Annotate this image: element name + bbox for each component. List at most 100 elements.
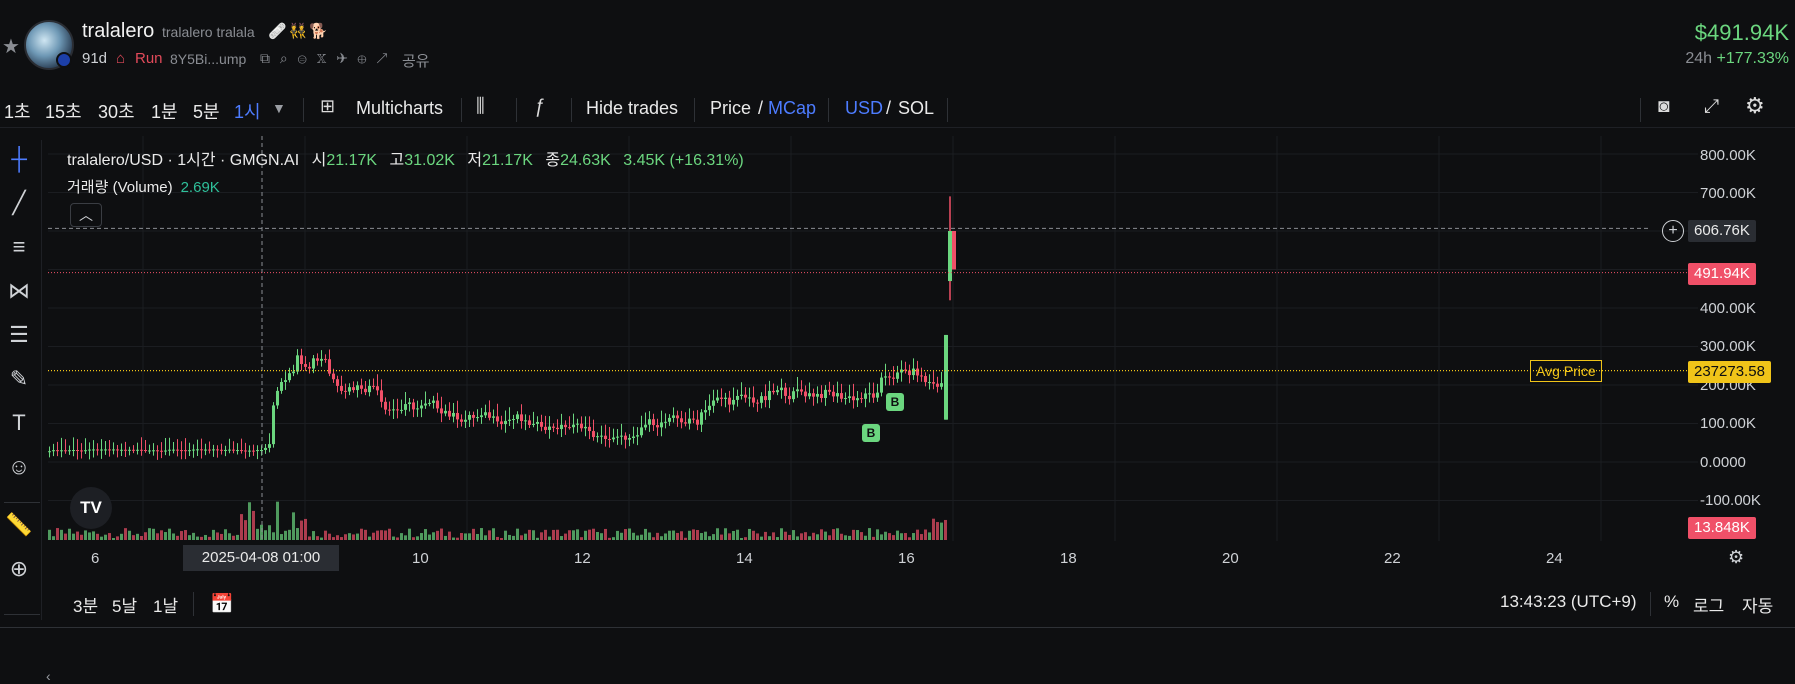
indicators-fx-icon[interactable]: ƒ	[534, 96, 545, 117]
volume-bar	[892, 535, 895, 540]
crosshair-icon[interactable]: ┼	[11, 146, 27, 171]
interval-1m[interactable]: 1분	[151, 102, 178, 122]
share-link[interactable]: 공유	[402, 53, 430, 70]
add-chart-icon[interactable]: ⊞	[320, 96, 336, 116]
fib-levels-icon[interactable]: ☰	[9, 322, 29, 347]
candle-body	[128, 449, 131, 451]
candle-body	[876, 392, 879, 398]
tradingview-logo: TV	[70, 487, 112, 529]
volume-bar	[52, 536, 55, 540]
emoji-icon[interactable]: ☺	[7, 454, 31, 479]
volume-bar	[528, 529, 531, 540]
settings-gear-icon[interactable]: ⚙	[1745, 93, 1765, 118]
candle-body	[908, 370, 911, 376]
interval-5m[interactable]: 5분	[193, 102, 220, 122]
volume-bar	[76, 531, 79, 540]
horizontal-lines-icon[interactable]: ≡	[12, 234, 26, 259]
volume-bar	[664, 533, 667, 540]
volume-bar	[468, 533, 471, 540]
mcap-toggle[interactable]: MCap	[768, 98, 817, 118]
range-1d[interactable]: 1날	[153, 597, 179, 616]
collapse-toolbar-icon[interactable]: ‹	[46, 668, 51, 684]
candle-body	[104, 449, 107, 451]
buy-marker[interactable]: B	[862, 424, 880, 442]
volume-bar	[212, 529, 215, 540]
log-toggle[interactable]: 로그	[1693, 597, 1725, 616]
hide-trades-button[interactable]: Hide trades	[586, 98, 679, 118]
volume-bar	[264, 530, 267, 540]
candle-body	[784, 387, 787, 396]
volume-bar	[480, 528, 483, 540]
candle-body	[380, 390, 383, 402]
brush-icon[interactable]: ✎	[9, 366, 29, 391]
x-tick: 6	[91, 550, 100, 567]
clock-time[interactable]: 13:43:23 (UTC+9)	[1500, 592, 1637, 611]
camera-icon[interactable]: ◙	[1658, 96, 1670, 117]
interval-dropdown-icon[interactable]: ▼	[272, 100, 286, 116]
volume-bar	[712, 534, 715, 540]
volume-bar	[508, 534, 511, 540]
candle-body	[576, 423, 579, 425]
candle-body	[612, 437, 615, 440]
interval-1s[interactable]: 1초	[4, 102, 31, 122]
candle-type-icon[interactable]: ⫼	[476, 96, 485, 117]
axis-settings-icon[interactable]: ⚙	[1728, 547, 1745, 567]
candle-body	[820, 393, 823, 399]
text-tool-icon[interactable]: T	[12, 410, 26, 435]
candle-body	[392, 409, 395, 411]
buy-marker[interactable]: B	[886, 393, 904, 411]
candle-body	[408, 402, 411, 405]
add-alert-icon[interactable]: +	[1662, 220, 1684, 242]
status-badge: Run	[135, 50, 163, 67]
range-5d[interactable]: 5날	[112, 597, 138, 616]
volume-bar	[812, 532, 815, 540]
range-3m[interactable]: 3분	[73, 597, 99, 616]
candle-body	[700, 412, 703, 425]
volume-bar	[584, 530, 587, 540]
candle-body	[136, 449, 139, 451]
token-age: 91d	[82, 50, 108, 67]
low-value: 21.17K	[482, 152, 533, 169]
volume-bar	[100, 536, 103, 540]
last-price-tag: 491.94K	[1688, 263, 1756, 285]
contract-address[interactable]: 8Y5Bi...ump	[170, 51, 247, 67]
volume-bar	[928, 532, 931, 540]
percent-toggle[interactable]: %	[1664, 592, 1680, 611]
usd-toggle[interactable]: USD	[845, 98, 884, 118]
interval-1h[interactable]: 1시	[234, 102, 261, 122]
trendline-icon[interactable]: ╱	[12, 190, 26, 215]
auto-toggle[interactable]: 자동	[1742, 597, 1774, 616]
y-tick: -100.00K	[1700, 492, 1761, 509]
price-toggle[interactable]: Price	[710, 98, 752, 118]
open-label: 시	[311, 152, 327, 169]
fullscreen-icon[interactable]: ⤢	[1704, 96, 1720, 117]
volume-bar	[96, 533, 99, 540]
volume-bar	[72, 533, 75, 540]
pattern-icon[interactable]: ⋈	[8, 278, 30, 303]
candle-body	[896, 372, 899, 379]
volume-bar	[244, 520, 247, 540]
candle-body	[712, 400, 715, 406]
candle-body	[884, 376, 887, 378]
candle-body	[524, 420, 527, 422]
candle-body	[160, 450, 163, 452]
volume-bar	[848, 535, 851, 540]
sol-toggle[interactable]: SOL	[898, 98, 935, 118]
chart-toolbar: 1초 15초 30초 1분 5분 1시 ▼ ⊞ Multicharts ⫼ ƒ …	[0, 90, 1795, 128]
interval-30s[interactable]: 30초	[98, 102, 135, 122]
x-tick: 14	[736, 550, 753, 567]
date-range-calendar-icon[interactable]: 📅	[210, 594, 234, 615]
favorite-star-icon[interactable]: ★	[2, 36, 20, 58]
candlestick-chart[interactable]	[48, 136, 1698, 576]
social-icons[interactable]: ⧉ ⌕ ⊜ 𝕏 ✈ ⊕ ↗	[260, 50, 391, 66]
volume-bar	[612, 537, 615, 540]
multicharts-button[interactable]: Multicharts	[356, 98, 444, 118]
candle-body	[932, 382, 935, 384]
interval-15s[interactable]: 15초	[45, 102, 82, 122]
zoom-in-icon[interactable]: ⊕	[9, 556, 29, 581]
candle-body	[164, 450, 167, 452]
candle-body	[720, 397, 723, 399]
collapse-legend-icon[interactable]: ︿	[70, 203, 102, 227]
ruler-icon[interactable]: 📏	[5, 512, 33, 537]
candle-body	[936, 383, 939, 387]
